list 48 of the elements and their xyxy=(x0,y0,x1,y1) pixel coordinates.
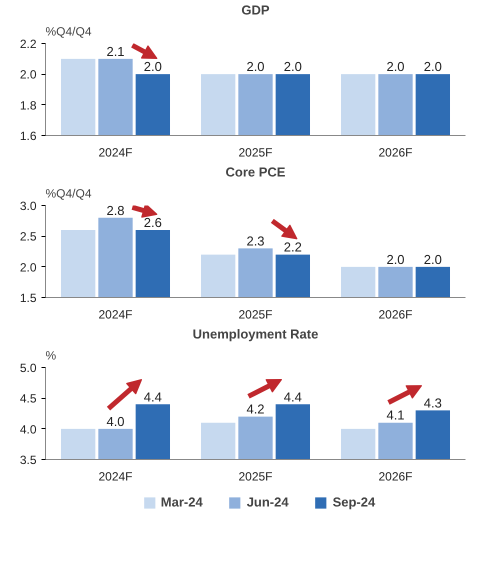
x-tick-label: 2026F xyxy=(378,146,413,160)
data-label: 4.0 xyxy=(106,414,125,429)
y-tick-label: 2.2 xyxy=(20,37,37,51)
y-tick-label: 2.5 xyxy=(20,230,37,244)
legend-label: Mar-24 xyxy=(160,494,203,510)
y-tick-label: 1.8 xyxy=(20,98,37,112)
x-tick-label: 2024F xyxy=(98,308,133,322)
x-tick-label: 2024F xyxy=(98,146,133,160)
data-label: 2.0 xyxy=(424,252,442,267)
y-tick-label: 1.5 xyxy=(20,291,37,305)
x-tick-label: 2025F xyxy=(238,308,273,322)
chart-title: GDP xyxy=(241,2,270,18)
y-tick-label: 5.0 xyxy=(20,361,37,375)
y-tick-label: 4.0 xyxy=(20,422,37,436)
data-label: 4.1 xyxy=(386,408,405,423)
x-tick-label: 2025F xyxy=(238,146,273,160)
data-label: 2.0 xyxy=(246,59,265,74)
y-tick-label: 3.0 xyxy=(20,199,37,213)
y-axis-title: %Q4/Q4 xyxy=(46,186,92,200)
data-label: 2.0 xyxy=(386,59,405,74)
data-label: 4.2 xyxy=(246,402,265,417)
y-axis-title: %Q4/Q4 xyxy=(46,24,92,38)
data-label: 4.4 xyxy=(284,389,302,404)
y-tick-label: 1.6 xyxy=(20,129,37,143)
legend-label: Sep-24 xyxy=(332,494,376,510)
data-label: 2.0 xyxy=(284,59,302,74)
data-label: 2.0 xyxy=(386,252,405,267)
x-tick-label: 2025F xyxy=(238,470,273,484)
data-label: 4.4 xyxy=(144,389,162,404)
data-label: 2.6 xyxy=(144,215,162,230)
legend-label: Jun-24 xyxy=(246,494,289,510)
chart-title: Unemployment Rate xyxy=(192,326,318,342)
y-tick-label: 2.0 xyxy=(20,68,37,82)
data-label: 2.8 xyxy=(106,202,125,218)
y-tick-label: 3.5 xyxy=(20,453,37,467)
data-label: 2.1 xyxy=(106,44,125,59)
data-label: 2.3 xyxy=(246,233,265,248)
data-label: 4.3 xyxy=(424,395,442,410)
data-label: 2.0 xyxy=(424,59,442,74)
x-tick-label: 2026F xyxy=(378,308,413,322)
x-tick-label: 2026F xyxy=(378,470,413,484)
data-label: 2.2 xyxy=(284,240,302,255)
y-tick-label: 2.0 xyxy=(20,260,37,274)
data-label: 2.0 xyxy=(144,59,162,74)
chart-title: Core PCE xyxy=(226,164,286,180)
x-tick-label: 2024F xyxy=(98,470,133,484)
y-axis-title: % xyxy=(46,348,56,362)
y-tick-label: 4.5 xyxy=(20,392,37,406)
